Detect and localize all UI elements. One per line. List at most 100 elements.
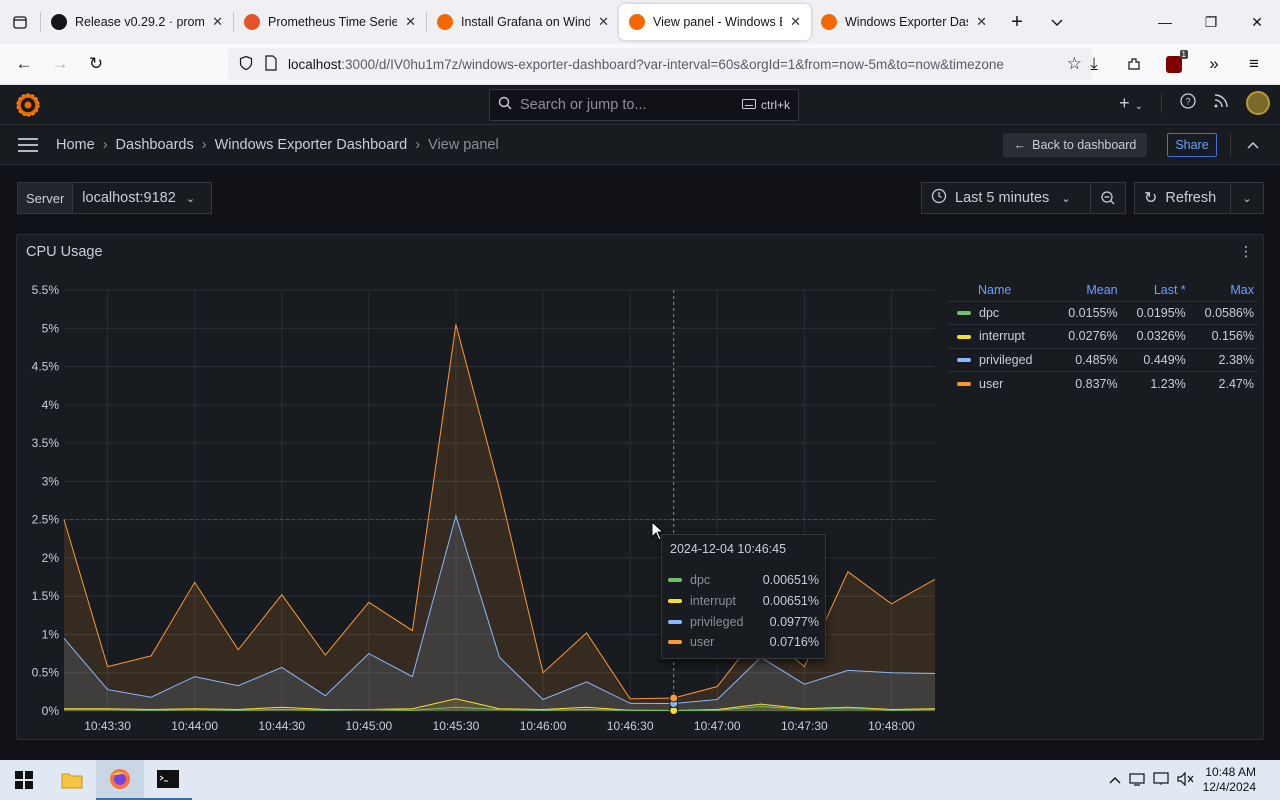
legend-row[interactable]: privileged 0.485% 0.449% 2.38%	[947, 347, 1258, 372]
back-to-dashboard-button[interactable]: ← Back to dashboard	[1003, 133, 1147, 157]
legend-row[interactable]: interrupt 0.0276% 0.0326% 0.156%	[947, 324, 1258, 348]
extensions-icon[interactable]	[1116, 48, 1152, 80]
series-line-dpc	[64, 705, 936, 712]
browser-tab-install-grafana[interactable]: Install Grafana on Windo ✕	[427, 4, 619, 40]
volume-muted-icon[interactable]	[1177, 771, 1195, 789]
minimize-icon[interactable]: —	[1158, 14, 1172, 30]
restore-icon[interactable]: ❐	[1204, 13, 1218, 30]
menu-icon[interactable]	[18, 137, 38, 152]
search-shortcut: ctrl+k	[741, 98, 790, 112]
legend-max: 0.0586%	[1189, 300, 1258, 325]
url-bar[interactable]: localhost:3000/d/IV0hu1m7z/windows-expor…	[228, 48, 1092, 80]
breadcrumb-dashboard[interactable]: Windows Exporter Dashboard	[214, 136, 408, 153]
more-tools-icon[interactable]: »	[1209, 54, 1219, 73]
back-arrow-icon[interactable]: ←	[15, 54, 33, 73]
add-new-icon[interactable]: + ⌄	[1119, 92, 1143, 113]
x-tick-label: 10:44:00	[171, 719, 218, 733]
collapse-icon[interactable]	[1246, 138, 1260, 154]
legend-header-row: Name Mean Last * Max	[947, 279, 1258, 301]
close-tab-icon[interactable]: ✕	[790, 14, 801, 29]
legend-mean: 0.0155%	[1053, 300, 1122, 325]
x-tick-label: 10:45:00	[345, 719, 392, 733]
browser-tab-view-panel[interactable]: View panel - Windows Exp ✕	[619, 4, 811, 40]
tooltip-series-name: dpc	[690, 573, 711, 587]
network-tray-icon[interactable]	[1129, 772, 1145, 789]
legend-header-max[interactable]: Max	[1230, 282, 1254, 297]
cpu-usage-chart[interactable]: 0% 0.5% 1% 1.5% 2% 2.5% 3% 3.5% 4% 4.5% 5% 5.5% 10:4…	[17, 279, 942, 739]
legend-series-name: user	[979, 376, 1004, 391]
x-tick-label: 10:47:00	[694, 719, 741, 733]
page-icon[interactable]	[264, 54, 278, 74]
close-tab-icon[interactable]: ✕	[976, 14, 987, 29]
grafana-logo-icon[interactable]	[16, 93, 40, 117]
shield-icon[interactable]	[238, 55, 254, 74]
close-window-icon[interactable]: ✕	[1251, 13, 1263, 30]
tab-overview-icon[interactable]	[0, 6, 40, 38]
y-tick-label: 3.5%	[32, 436, 60, 450]
browser-tab-release[interactable]: Release v0.29.2 · prometh ✕	[41, 4, 233, 40]
browser-tab-prometheus[interactable]: Prometheus Time Series C ✕	[234, 4, 426, 40]
close-tab-icon[interactable]: ✕	[405, 14, 416, 29]
new-tab-icon[interactable]: +	[1011, 10, 1023, 33]
news-feed-icon[interactable]	[1214, 94, 1228, 112]
y-tick-label: 0.5%	[32, 666, 60, 680]
tooltip-row: user 0.0716%	[662, 632, 827, 652]
x-tick-label: 10:46:30	[607, 719, 654, 733]
legend-series-name: dpc	[979, 305, 1000, 320]
legend-header-name[interactable]: Name	[978, 282, 1012, 297]
reload-icon[interactable]: ↻	[88, 54, 104, 73]
close-tab-icon[interactable]: ✕	[212, 14, 223, 29]
time-range-button[interactable]: Last 5 minutes ⌄	[922, 183, 1092, 213]
close-tab-icon[interactable]: ✕	[598, 14, 609, 29]
refresh-interval-chevron-icon[interactable]: ⌄	[1242, 192, 1252, 205]
file-explorer-icon[interactable]	[48, 760, 96, 800]
url-text[interactable]: localhost:3000/d/IV0hu1m7z/windows-expor…	[288, 57, 1052, 72]
app-menu-icon[interactable]: ≡	[1249, 54, 1259, 73]
breadcrumb-home[interactable]: Home	[56, 136, 95, 153]
url-host: localhost	[288, 56, 342, 72]
avatar[interactable]	[1246, 91, 1270, 115]
firefox-icon[interactable]	[96, 760, 144, 800]
legend-row[interactable]: dpc 0.0155% 0.0195% 0.0586%	[947, 300, 1258, 325]
tooltip-time: 2024-12-04 10:46:45	[670, 542, 787, 556]
forward-arrow-icon[interactable]: →	[51, 54, 69, 73]
search-bar[interactable]: Search or jump to... ctrl+k	[489, 89, 799, 121]
clock-date: 12/4/2024	[1202, 780, 1256, 794]
download-icon[interactable]: ⤓	[1090, 54, 1098, 73]
browser-tab-windows-exporter[interactable]: Windows Exporter Dashb ✕	[811, 4, 997, 40]
browser-nav-bar: ← → ↻ localhost:3000/d/IV0hu1m7z/windows…	[0, 44, 1280, 85]
server-label: Server	[18, 183, 74, 213]
taskbar-clock[interactable]: 10:48 AM 12/4/2024	[1203, 765, 1256, 795]
show-hidden-icons-icon[interactable]	[1109, 773, 1121, 787]
help-icon[interactable]: ?	[1180, 93, 1196, 113]
grafana-icon	[629, 14, 645, 30]
windows-start-icon[interactable]	[0, 760, 48, 800]
legend-name-cell: interrupt	[947, 324, 1054, 348]
breadcrumb: Home › Dashboards › Windows Exporter Das…	[0, 125, 1280, 165]
cpu-usage-panel: CPU Usage ⋮ 0% 0.5% 1% 1.5% 2% 2.5% 3% 3.5% 4% 4.…	[16, 234, 1264, 740]
ublock-icon[interactable]: 1	[1156, 48, 1192, 80]
series-area-interrupt	[64, 698, 935, 711]
breadcrumb-chevron-icon: ›	[415, 136, 421, 153]
tab-title: Prometheus Time Series C	[268, 15, 398, 29]
refresh-icon: ↻	[1144, 190, 1158, 207]
zoom-out-icon[interactable]	[1091, 190, 1125, 206]
list-tabs-icon[interactable]	[1037, 6, 1077, 38]
legend-row[interactable]: user 0.837% 1.23% 2.47%	[947, 371, 1258, 395]
grafana-icon	[437, 14, 453, 30]
display-tray-icon[interactable]	[1153, 771, 1169, 789]
panel-menu-icon[interactable]: ⋮	[1239, 243, 1253, 259]
breadcrumb-dashboards[interactable]: Dashboards	[115, 136, 194, 153]
grafana-top-icons: + ⌄ ?	[1119, 91, 1270, 115]
legend-mean: 0.837%	[1053, 371, 1122, 395]
refresh-button[interactable]: ↻ Refresh	[1135, 183, 1231, 213]
share-button[interactable]: Share	[1167, 133, 1217, 157]
server-select[interactable]: localhost:9182 ⌄	[73, 190, 195, 206]
legend-header-mean[interactable]: Mean	[1086, 282, 1118, 297]
legend-header-last[interactable]: Last *	[1153, 282, 1186, 297]
legend-max: 2.47%	[1189, 371, 1258, 395]
tooltip-value: 0.00651%	[762, 573, 819, 587]
x-tick-label: 10:48:00	[868, 719, 915, 733]
terminal-icon[interactable]	[144, 760, 192, 800]
bookmark-star-icon[interactable]: ☆	[1066, 54, 1082, 73]
